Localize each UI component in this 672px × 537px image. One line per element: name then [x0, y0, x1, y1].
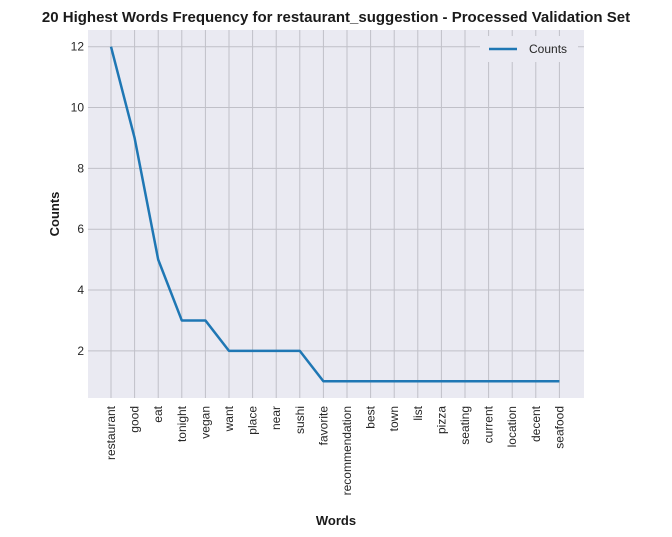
legend: Counts [480, 36, 578, 62]
x-axis: restaurant good eat tonight vegan want place ne… [104, 405, 566, 495]
x-axis-label: Words [316, 513, 356, 528]
x-tick-label: near [269, 406, 283, 430]
x-tick-label: good [128, 406, 142, 433]
x-tick-label: sushi [293, 406, 307, 434]
x-tick-label: restaurant [104, 405, 118, 460]
y-axis-label: Counts [47, 192, 62, 237]
plot-area [88, 30, 584, 398]
series-group [109, 46, 560, 383]
x-tick-label: best [364, 405, 378, 428]
x-tick-label: place [246, 406, 260, 435]
x-tick-label: town [387, 406, 401, 431]
y-axis: 2 4 6 8 10 12 [71, 40, 85, 358]
x-tick-label: want [222, 405, 236, 432]
legend-entry-counts: Counts [529, 42, 567, 56]
x-tick-label: decent [529, 405, 543, 442]
x-tick-label: location [505, 406, 519, 447]
x-tick-label: list [411, 405, 425, 420]
x-tick-label: favorite [316, 406, 330, 446]
y-tick-label: 2 [77, 344, 84, 358]
y-tick-label: 10 [71, 101, 85, 115]
x-tick-label: current [482, 405, 496, 443]
y-tick-label: 6 [77, 222, 84, 236]
x-tick-label: eat [151, 405, 165, 422]
x-tick-label: tonight [175, 405, 189, 442]
x-tick-label: seafood [552, 406, 566, 449]
x-tick-label: recommendation [340, 406, 354, 495]
y-tick-label: 4 [77, 283, 84, 297]
x-tick-label: vegan [198, 406, 212, 439]
x-tick-label: seating [458, 406, 472, 445]
y-tick-label: 12 [71, 40, 85, 54]
grid [88, 30, 584, 398]
y-tick-label: 8 [77, 161, 84, 175]
chart-title: 20 Highest Words Frequency for restauran… [42, 9, 630, 26]
series-line-counts [109, 46, 560, 383]
x-tick-label: pizza [434, 406, 448, 434]
